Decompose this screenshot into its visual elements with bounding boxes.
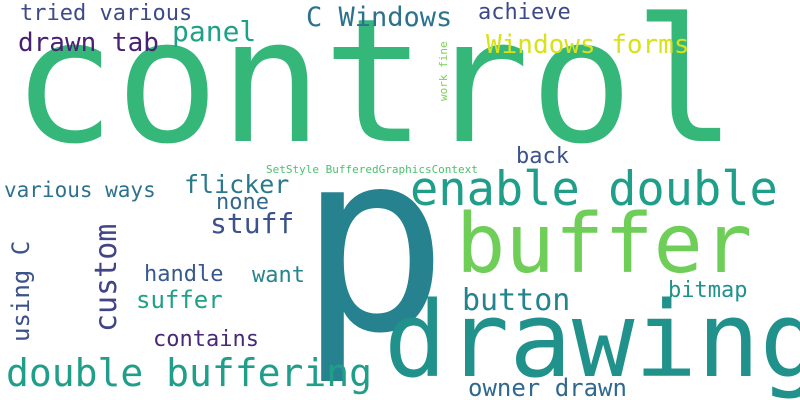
word-flicker: flicker [184, 170, 290, 199]
word-p: p [298, 97, 449, 388]
word-owner-drawn: owner drawn [468, 374, 627, 400]
word-various-ways: various ways [4, 178, 156, 202]
word-setstyle-bufferedgraphicscontext: SetStyle BufferedGraphicsContext [266, 163, 478, 176]
word-work-fine: work fine [437, 41, 450, 101]
word-control: control [12, 0, 737, 182]
word-bitmap: bitmap [668, 278, 748, 303]
word-handle: handle [144, 262, 224, 287]
word-drawing: drawing [384, 279, 800, 400]
word-none: none [216, 190, 269, 215]
word-suffer: suffer [136, 286, 223, 314]
word-drawn-tab: drawn tab [18, 28, 159, 58]
word-panel: panel [172, 15, 257, 48]
word-contains: contains [153, 327, 259, 352]
word-stuff: stuff [210, 207, 295, 240]
word-c-windows: C Windows [306, 2, 453, 33]
word-achieve: achieve [478, 0, 571, 25]
word-custom: custom [89, 223, 124, 332]
word-buffer: buffer [456, 197, 753, 292]
word-button: button [462, 283, 571, 318]
word-windows-forms: Windows forms [486, 30, 690, 60]
word-want: want [252, 263, 305, 288]
word-tried-various: tried various [20, 1, 193, 26]
word-double-buffering: double buffering [6, 351, 373, 395]
word-enable-double: enable double [410, 162, 778, 217]
word-back: back [516, 144, 569, 169]
word-using-c: using C [7, 240, 35, 342]
